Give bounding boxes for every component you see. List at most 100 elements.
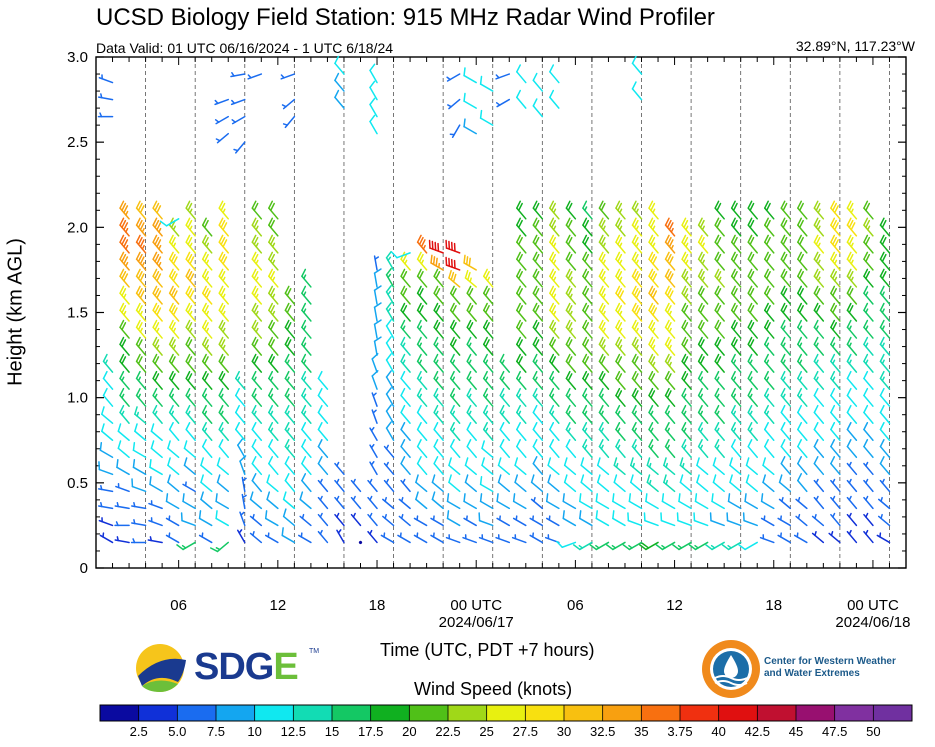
wind-barb [119, 234, 130, 254]
barb-half-flag [158, 261, 162, 267]
barb-flag [135, 319, 141, 329]
wind-barb [317, 512, 329, 527]
barb-half-flag [100, 93, 103, 99]
barb-half-flag [286, 393, 290, 399]
wind-barb [846, 529, 858, 544]
barb-flag [222, 239, 228, 248]
barb-flag [815, 236, 821, 246]
barb-flag [251, 251, 257, 260]
wind-barb [152, 217, 163, 237]
barb-flag [598, 404, 604, 414]
wind-barb [879, 439, 891, 459]
wind-barb [631, 55, 643, 75]
barb-half-flag [484, 427, 489, 433]
wind-barb [301, 336, 312, 356]
wind-barb [251, 302, 263, 322]
wind-barb [797, 404, 808, 424]
barb-flag [615, 370, 621, 380]
barb-flag [762, 457, 766, 467]
wind-barb [152, 319, 163, 339]
wind-barb [714, 268, 725, 288]
barb-flag [235, 421, 240, 431]
barb-flag [879, 404, 885, 414]
barb-half-flag [865, 461, 869, 467]
barb-flag [830, 302, 836, 312]
barb-flag [435, 288, 441, 297]
barb-shaft [549, 71, 560, 84]
barb-flag [580, 457, 585, 467]
wind-barb [726, 512, 742, 527]
barb-flag [484, 339, 490, 348]
barb-flag [301, 268, 307, 277]
barb-flag [696, 457, 700, 467]
wind-barb [565, 353, 577, 373]
barb-flag [678, 493, 681, 503]
wind-barb [185, 404, 196, 424]
wind-barb [780, 336, 792, 356]
barb-flag [797, 370, 803, 380]
barb-flag [780, 353, 786, 363]
barb-flag [268, 251, 274, 260]
wind-barb [358, 540, 363, 545]
barb-flag [863, 268, 869, 277]
barb-flag [301, 404, 307, 414]
barb-half-flag [222, 276, 226, 282]
barb-flag [222, 256, 228, 265]
barb-half-flag [205, 310, 210, 316]
colorbar-label: 5.0 [168, 724, 186, 739]
barb-flag [615, 404, 621, 414]
barb-flag [235, 387, 240, 397]
barb-flag [582, 387, 588, 397]
barb-flag [182, 493, 185, 503]
barb-flag [565, 404, 571, 414]
barb-half-flag [149, 536, 153, 542]
barb-flag [119, 370, 125, 380]
barb-flag [152, 387, 158, 397]
wind-barb [301, 404, 312, 424]
barb-flag [747, 439, 753, 448]
barb-flag [615, 268, 621, 277]
barb-shaft [284, 462, 296, 476]
wind-barb [780, 217, 792, 237]
barb-flag [154, 305, 160, 314]
barb-flag [466, 302, 472, 312]
wind-barb [663, 474, 676, 493]
barb-flag [220, 219, 226, 229]
barb-flag [747, 251, 753, 260]
colorbar-label: 15 [325, 724, 339, 739]
wind-barb [416, 302, 428, 322]
barb-flag [154, 322, 160, 331]
barb-flag [598, 302, 604, 312]
wind-barb [681, 319, 692, 339]
barb-flag [631, 353, 637, 363]
wind-barb [168, 319, 180, 339]
barb-flag [797, 421, 803, 431]
wind-barb [738, 541, 758, 551]
barb-flag [203, 288, 209, 297]
barb-flag [251, 353, 257, 363]
barb-half-flag [765, 359, 770, 365]
wind-barb [235, 370, 246, 390]
wind-barb [268, 251, 279, 271]
barb-flag [813, 200, 819, 209]
barb-half-flag [749, 410, 753, 416]
barb-shaft [167, 447, 180, 459]
barb-flag [134, 423, 138, 433]
wind-barb [813, 200, 825, 220]
wind-barb [201, 387, 213, 407]
barb-flag [433, 421, 439, 431]
barb-half-flag [832, 495, 836, 501]
wind-barb [596, 457, 610, 476]
y-tick-label: 1.5 [67, 305, 88, 322]
barb-shaft [479, 117, 494, 126]
barb-shaft [317, 428, 329, 441]
wind-barb [830, 404, 841, 424]
barb-flag [584, 305, 590, 314]
barb-flag [449, 336, 455, 346]
barb-flag [846, 319, 852, 329]
wind-barb [697, 421, 709, 441]
barb-flag [732, 288, 738, 297]
barb-flag [203, 373, 209, 382]
barb-flag [551, 219, 556, 229]
wind-barb [747, 200, 758, 220]
